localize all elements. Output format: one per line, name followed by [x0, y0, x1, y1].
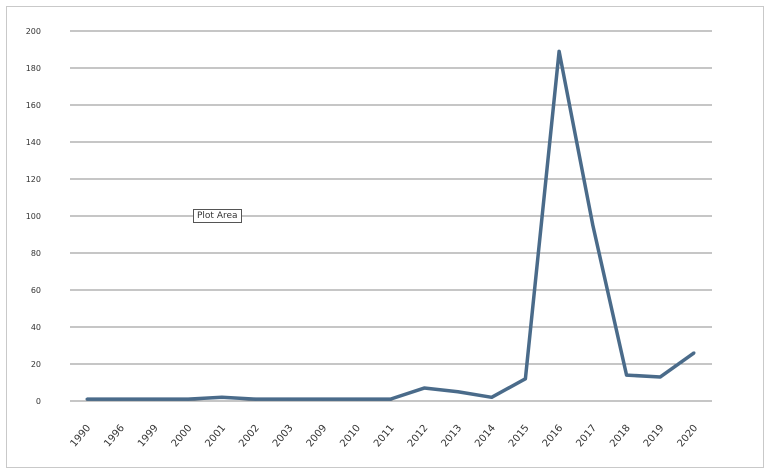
- x-tick-label: 2012: [406, 423, 431, 450]
- x-axis-ticks: 1990 1996 1999 2000 2001 2002 2003 2009 2010 2011…: [69, 423, 701, 450]
- data-point: [287, 397, 291, 401]
- data-point: [523, 377, 527, 381]
- data-point: [625, 373, 629, 377]
- x-tick-label: 2010: [338, 423, 363, 450]
- y-tick-label: 100: [26, 212, 41, 221]
- x-tick-label: 1999: [136, 423, 161, 450]
- y-tick-label: 40: [31, 323, 41, 332]
- y-tick-label: 0: [36, 397, 41, 406]
- data-point: [692, 351, 696, 355]
- plot-area-annotation: Plot Area: [193, 209, 242, 223]
- x-tick-label: 1990: [69, 423, 94, 450]
- x-tick-label: 2013: [439, 423, 464, 450]
- data-point: [254, 397, 258, 401]
- x-tick-label: 2009: [305, 423, 330, 450]
- x-tick-label: 2018: [608, 423, 633, 450]
- y-tick-label: 180: [26, 64, 41, 73]
- data-point: [152, 397, 156, 401]
- x-tick-label: 2017: [574, 423, 599, 450]
- x-tick-label: 2020: [676, 423, 701, 450]
- gridlines: [70, 30, 712, 402]
- x-tick-label: 2003: [271, 423, 296, 450]
- y-tick-label: 160: [26, 101, 41, 110]
- data-point: [355, 397, 359, 401]
- data-point: [321, 397, 325, 401]
- y-tick-label: 120: [26, 175, 41, 184]
- x-tick-label: 2011: [372, 423, 397, 450]
- data-point: [85, 397, 89, 401]
- x-tick-label: 2016: [541, 423, 566, 450]
- y-tick-label: 60: [31, 286, 41, 295]
- y-tick-label: 200: [26, 27, 41, 36]
- data-point: [186, 397, 190, 401]
- y-tick-label: 140: [26, 138, 41, 147]
- series-line: [87, 49, 696, 401]
- data-point: [422, 386, 426, 390]
- data-point: [389, 397, 392, 401]
- x-tick-label: 2019: [642, 423, 667, 450]
- data-point: [490, 395, 494, 399]
- data-point: [119, 397, 123, 401]
- data-point: [591, 223, 595, 227]
- x-tick-label: 1996: [102, 423, 127, 450]
- data-point: [658, 375, 662, 379]
- x-tick-label: 2001: [203, 423, 228, 450]
- y-tick-label: 20: [31, 360, 41, 369]
- data-point: [557, 49, 561, 53]
- data-point: [456, 390, 460, 394]
- y-tick-label: 80: [31, 249, 41, 258]
- chart-frame: [6, 6, 764, 468]
- x-tick-label: 2015: [507, 423, 532, 450]
- y-axis-ticks: 0 20 40 60 80 100 120 140 160 180 200: [26, 27, 41, 406]
- x-tick-label: 2002: [237, 423, 262, 450]
- x-tick-label: 2014: [473, 423, 498, 450]
- series-layer: [85, 49, 696, 401]
- x-tick-label: 2000: [170, 423, 195, 450]
- data-point: [220, 395, 224, 399]
